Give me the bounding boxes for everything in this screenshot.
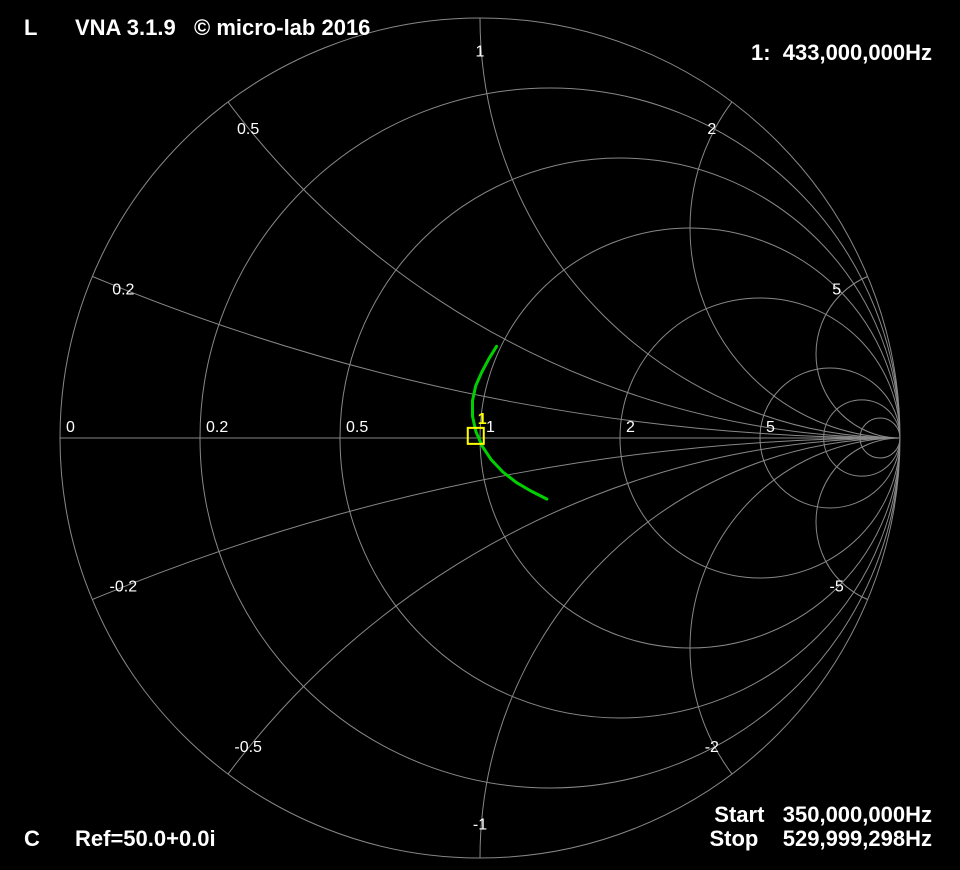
svg-text:-5: -5 [830,579,844,596]
sweep-stop: Stop 529,999,298Hz [709,826,932,852]
svg-text:5: 5 [766,419,775,436]
smith-chart-svg: 0 0.2 0.5 1 2 5 0.2 -0.2 0.5 -0.5 1 -1 2 -2 5 -5 1 [0,0,960,870]
svg-text:-0.5: -0.5 [234,739,262,756]
svg-text:0: 0 [66,419,75,436]
svg-text:2: 2 [626,419,635,436]
svg-text:0.5: 0.5 [237,121,259,138]
smith-chart-stage: 0 0.2 0.5 1 2 5 0.2 -0.2 0.5 -0.5 1 -1 2 -2 5 -5 1 L VNA… [0,0,960,870]
svg-text:-1: -1 [473,816,487,833]
mode-letter-C: C [24,826,40,852]
mode-letter-L: L [24,15,37,41]
svg-text:0.2: 0.2 [112,281,134,298]
reference-impedance: Ref=50.0+0.0i [75,826,216,852]
svg-text:1: 1 [476,44,485,61]
sweep-start: Start 350,000,000Hz [714,802,932,828]
svg-text:5: 5 [832,281,841,298]
svg-text:-2: -2 [705,739,719,756]
svg-text:1: 1 [486,419,495,436]
svg-text:2: 2 [707,121,716,138]
marker-1-readout: 1: 433,000,000Hz [751,40,932,66]
svg-text:-0.2: -0.2 [110,579,138,596]
svg-text:0.2: 0.2 [206,419,228,436]
svg-text:0.5: 0.5 [346,419,368,436]
smith-grid [0,0,960,870]
axis-labels: 0 0.2 0.5 1 2 5 0.2 -0.2 0.5 -0.5 1 -1 2 -2 5 -5 [66,44,844,834]
app-title: VNA 3.1.9 © micro-lab 2016 [75,15,370,41]
marker-1-label: 1 [478,411,487,428]
